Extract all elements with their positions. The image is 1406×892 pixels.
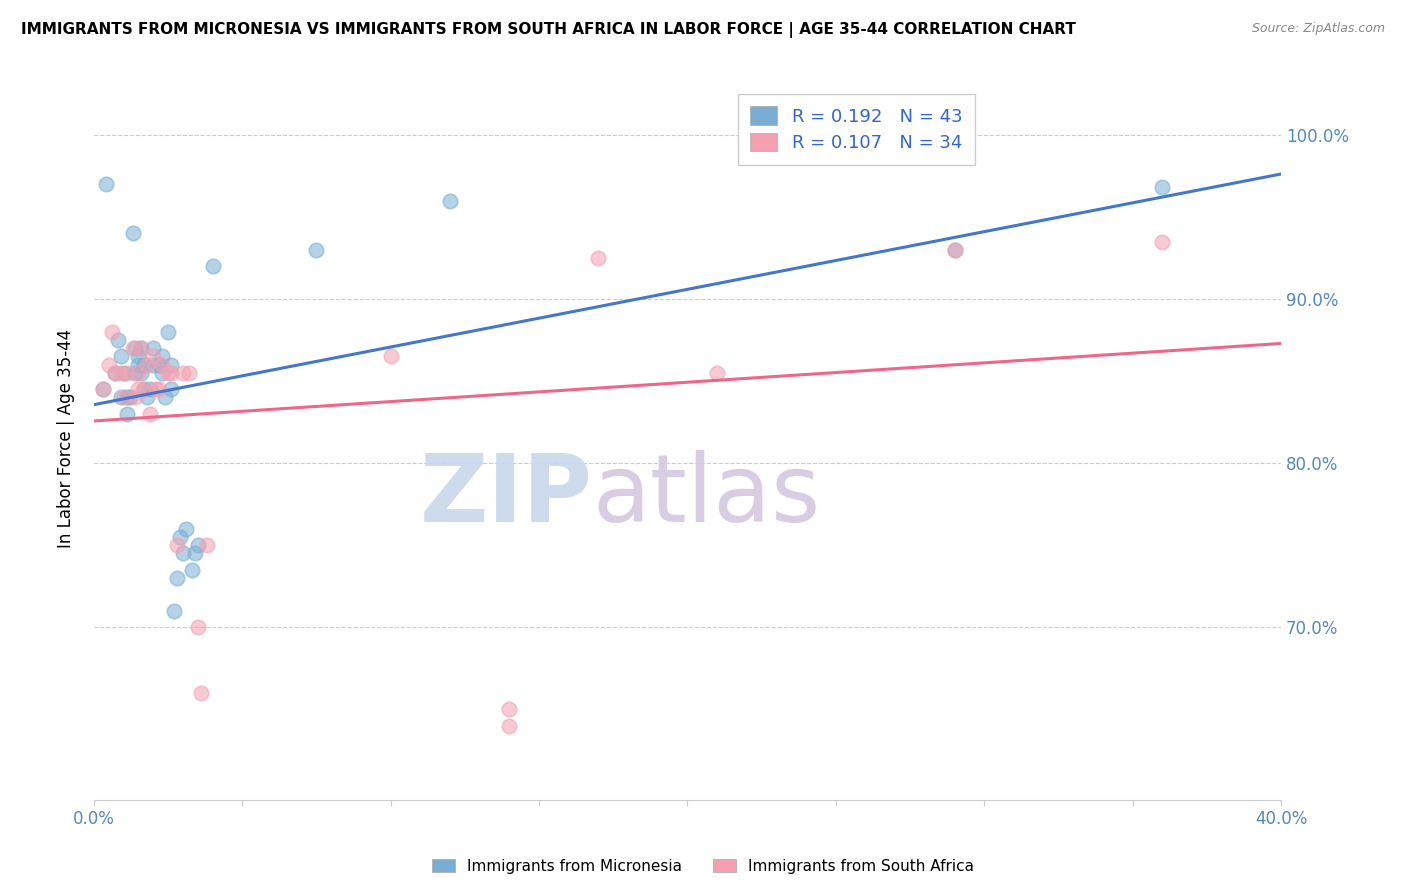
Point bbox=[115, 366, 138, 380]
Point bbox=[124, 341, 146, 355]
Point bbox=[169, 530, 191, 544]
Point bbox=[187, 538, 209, 552]
Point bbox=[177, 366, 200, 380]
Point bbox=[131, 341, 153, 355]
Point bbox=[195, 538, 218, 552]
Point bbox=[134, 382, 156, 396]
Point bbox=[115, 407, 138, 421]
Point bbox=[145, 382, 167, 396]
Point bbox=[184, 546, 207, 560]
Point bbox=[127, 350, 149, 364]
Point bbox=[104, 366, 127, 380]
Point bbox=[174, 522, 197, 536]
Point bbox=[131, 366, 153, 380]
Point bbox=[104, 366, 127, 380]
Point bbox=[134, 382, 156, 396]
Point bbox=[190, 686, 212, 700]
Point bbox=[148, 358, 170, 372]
Point bbox=[110, 350, 132, 364]
Text: IMMIGRANTS FROM MICRONESIA VS IMMIGRANTS FROM SOUTH AFRICA IN LABOR FORCE | AGE : IMMIGRANTS FROM MICRONESIA VS IMMIGRANTS… bbox=[21, 22, 1076, 38]
Text: ZIP: ZIP bbox=[419, 450, 592, 542]
Point bbox=[160, 366, 183, 380]
Point bbox=[380, 350, 402, 364]
Point bbox=[124, 366, 146, 380]
Point bbox=[150, 366, 173, 380]
Point bbox=[201, 259, 224, 273]
Point bbox=[134, 358, 156, 372]
Point bbox=[121, 341, 143, 355]
Point bbox=[943, 243, 966, 257]
Point bbox=[142, 350, 165, 364]
Point bbox=[94, 177, 117, 191]
Point bbox=[112, 391, 135, 405]
Point bbox=[142, 358, 165, 372]
Point bbox=[127, 382, 149, 396]
Point bbox=[305, 243, 328, 257]
Point bbox=[157, 325, 180, 339]
Legend: Immigrants from Micronesia, Immigrants from South Africa: Immigrants from Micronesia, Immigrants f… bbox=[426, 853, 980, 880]
Point bbox=[97, 358, 120, 372]
Point bbox=[127, 366, 149, 380]
Point bbox=[172, 366, 194, 380]
Point bbox=[127, 358, 149, 372]
Point bbox=[136, 391, 159, 405]
Point bbox=[166, 571, 188, 585]
Point bbox=[110, 366, 132, 380]
Point bbox=[91, 382, 114, 396]
Point bbox=[187, 620, 209, 634]
Y-axis label: In Labor Force | Age 35-44: In Labor Force | Age 35-44 bbox=[58, 329, 75, 548]
Point bbox=[110, 391, 132, 405]
Point bbox=[91, 382, 114, 396]
Point bbox=[439, 194, 461, 208]
Point bbox=[148, 382, 170, 396]
Point bbox=[163, 604, 186, 618]
Point bbox=[121, 227, 143, 241]
Point bbox=[153, 391, 176, 405]
Point bbox=[142, 341, 165, 355]
Point bbox=[150, 358, 173, 372]
Point bbox=[150, 350, 173, 364]
Point bbox=[131, 341, 153, 355]
Point bbox=[100, 325, 122, 339]
Point bbox=[166, 538, 188, 552]
Text: atlas: atlas bbox=[592, 450, 821, 542]
Point bbox=[124, 391, 146, 405]
Point bbox=[943, 243, 966, 257]
Point bbox=[118, 391, 141, 405]
Point bbox=[160, 358, 183, 372]
Point bbox=[115, 391, 138, 405]
Point bbox=[160, 382, 183, 396]
Point bbox=[706, 366, 728, 380]
Point bbox=[139, 382, 162, 396]
Point bbox=[107, 333, 129, 347]
Point bbox=[1152, 180, 1174, 194]
Point bbox=[498, 702, 520, 716]
Point bbox=[588, 251, 610, 265]
Point bbox=[1152, 235, 1174, 249]
Point bbox=[172, 546, 194, 560]
Point bbox=[157, 366, 180, 380]
Text: Source: ZipAtlas.com: Source: ZipAtlas.com bbox=[1251, 22, 1385, 36]
Point bbox=[139, 407, 162, 421]
Point bbox=[180, 563, 202, 577]
Point bbox=[112, 366, 135, 380]
Legend: R = 0.192   N = 43, R = 0.107   N = 34: R = 0.192 N = 43, R = 0.107 N = 34 bbox=[738, 94, 976, 165]
Point bbox=[136, 358, 159, 372]
Point bbox=[498, 719, 520, 733]
